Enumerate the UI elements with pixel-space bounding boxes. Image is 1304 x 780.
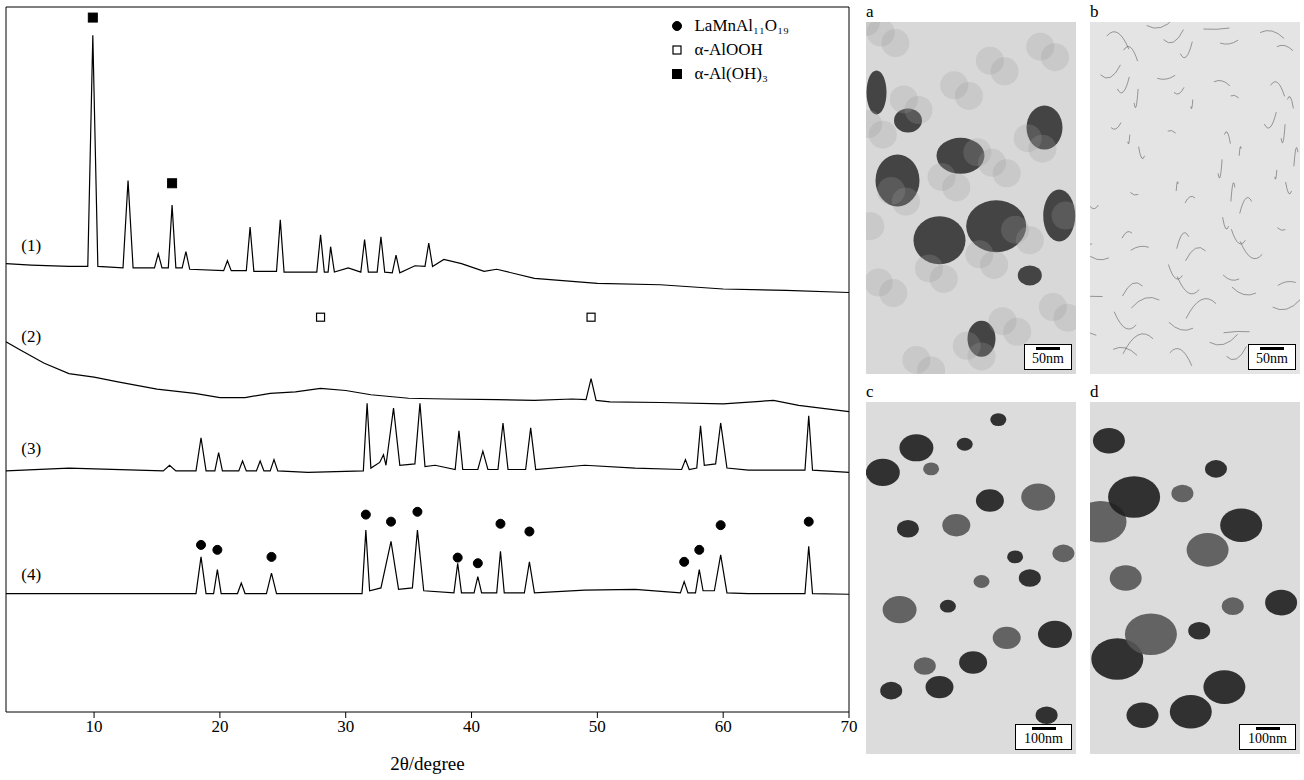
- html-text:a: a: [866, 2, 874, 21]
- svg-text:(4): (4): [21, 565, 41, 584]
- svg-text:50: 50: [589, 717, 606, 736]
- svg-text:30: 30: [337, 717, 354, 736]
- html-text:α-AlOOH: α-AlOOH: [694, 40, 763, 59]
- html-text:b: b: [1090, 2, 1099, 21]
- html-text:d: d: [1090, 382, 1099, 401]
- svg-text:(1): (1): [21, 236, 41, 255]
- html-text:50nm: 50nm: [1256, 351, 1288, 366]
- html-text:50nm: 50nm: [1032, 351, 1064, 366]
- html-text:100nm: 100nm: [1024, 731, 1063, 746]
- html-text:LaMnAl₁₁O₁₉: LaMnAl₁₁O₁₉: [694, 16, 789, 35]
- svg-text:(3): (3): [21, 439, 41, 458]
- html-text:100nm: 100nm: [1248, 731, 1287, 746]
- svg-text:10: 10: [86, 717, 103, 736]
- svg-text:60: 60: [715, 717, 732, 736]
- svg-text:70: 70: [841, 717, 858, 736]
- svg-text:2θ/degree: 2θ/degree: [390, 753, 465, 774]
- svg-text:40: 40: [463, 717, 480, 736]
- svg-text:(2): (2): [21, 327, 41, 346]
- html-text:c: c: [866, 382, 874, 401]
- svg-text:20: 20: [211, 717, 228, 736]
- html-text:α-Al(OH)₃: α-Al(OH)₃: [694, 64, 768, 83]
